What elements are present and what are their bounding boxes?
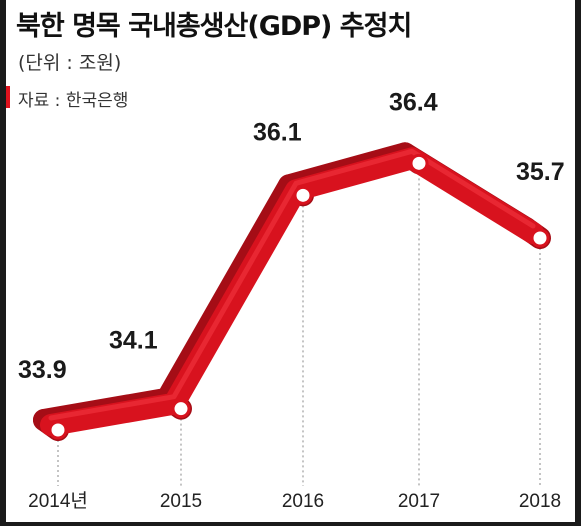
data-point xyxy=(171,399,191,419)
series-line-highlight xyxy=(48,148,536,421)
x-axis-ticks: 2014년 2015 2016 2017 2018 xyxy=(28,490,561,512)
unit-label: (단위 : 조원) xyxy=(18,52,122,74)
guide-lines xyxy=(57,163,541,486)
series-line xyxy=(40,147,544,436)
series-ribbon xyxy=(33,142,551,441)
data-point xyxy=(409,153,429,173)
x-tick-label: 2015 xyxy=(160,491,202,512)
x-tick-label: 2016 xyxy=(282,491,324,512)
data-labels: 33.9 34.1 36.1 36.4 35.7 xyxy=(18,88,565,384)
data-label: 34.1 xyxy=(109,327,158,355)
data-point xyxy=(293,185,313,205)
source-label: 자료 : 한국은행 xyxy=(18,91,129,111)
data-label: 36.1 xyxy=(253,118,302,146)
data-label: 35.7 xyxy=(516,158,565,186)
data-markers xyxy=(48,153,550,440)
x-tick-label: 2017 xyxy=(398,491,440,512)
x-tick-label: 2018 xyxy=(519,491,561,512)
data-point xyxy=(530,228,550,248)
data-label: 33.9 xyxy=(18,356,67,384)
data-point xyxy=(48,420,68,440)
data-label: 36.4 xyxy=(389,88,438,116)
chart-title: 북한 명목 국내총생산(GDP) 추정치 xyxy=(16,11,412,42)
x-tick-label: 2014년 xyxy=(28,490,88,512)
chart-card: 북한 명목 국내총생산(GDP) 추정치 (단위 : 조원) 자료 : 한국은행… xyxy=(6,0,575,522)
line-chart: 33.934.136.136.435.7 2014년 2015 2016 2017 20… xyxy=(18,88,565,512)
source-accent-bar xyxy=(6,86,10,108)
